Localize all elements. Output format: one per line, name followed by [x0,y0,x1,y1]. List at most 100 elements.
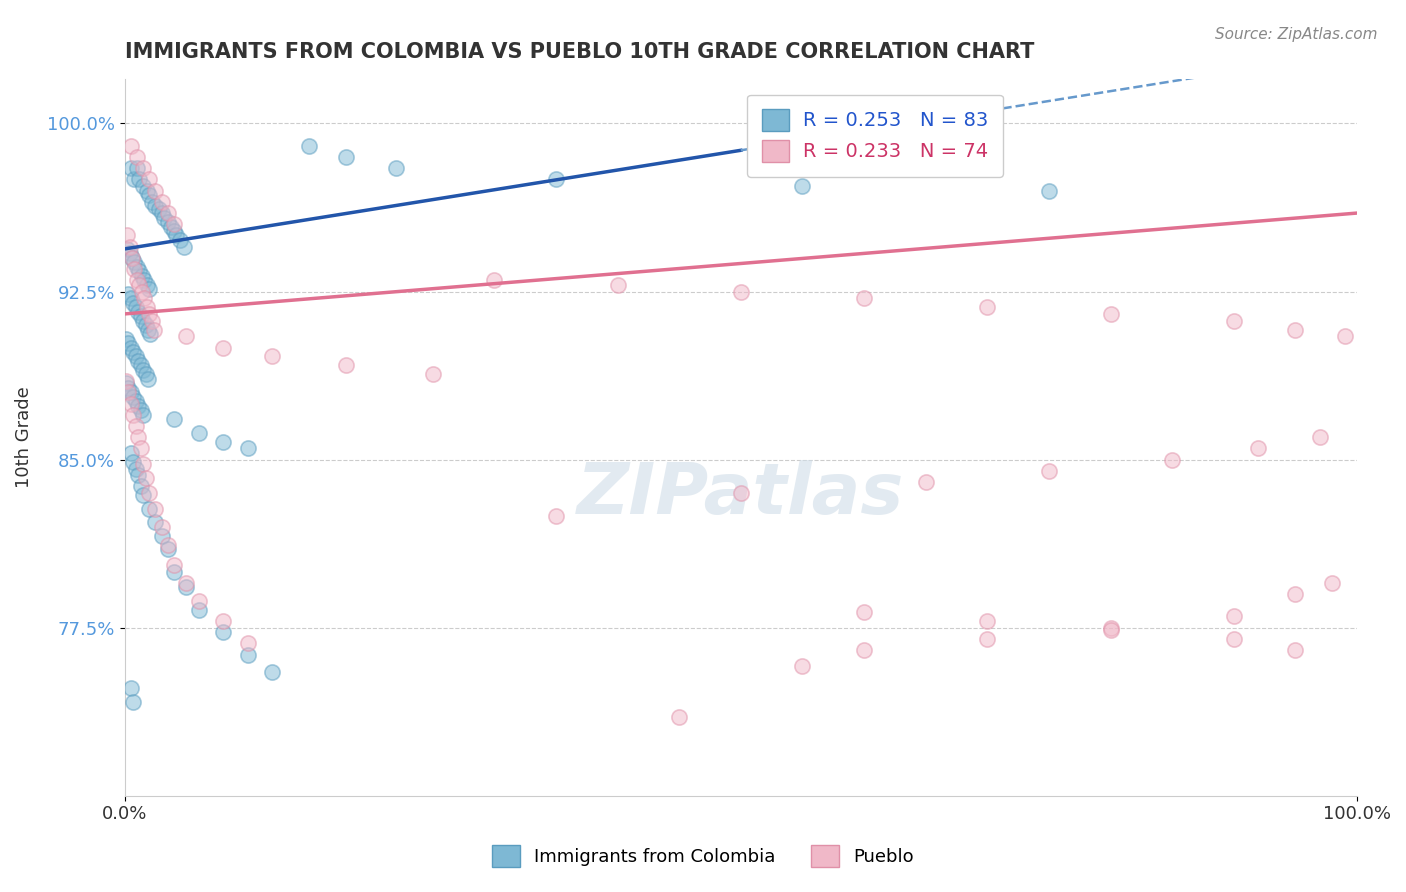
Point [150,206,173,220]
Point [976,614,998,628]
Point [150,529,173,543]
Point [132,363,155,377]
Point [125,394,148,409]
Point [127,304,149,318]
Point [132,457,155,471]
Point [132,313,155,327]
Point [484,273,506,287]
Point [1284,587,1306,601]
Point [128,264,150,278]
Point [150,194,173,209]
Point [118,246,141,260]
Point [129,309,152,323]
Point [169,233,191,247]
Point [156,538,179,552]
Point [174,329,197,343]
Point [212,434,235,449]
Point [163,217,186,231]
Point [138,502,160,516]
Point [853,605,876,619]
Point [792,179,814,194]
Point [135,368,157,382]
Point [122,295,145,310]
Text: Source: ZipAtlas.com: Source: ZipAtlas.com [1215,27,1378,42]
Point [135,300,157,314]
Point [117,385,139,400]
Point [1309,430,1331,444]
Y-axis label: 10th Grade: 10th Grade [15,386,32,488]
Point [335,150,357,164]
Point [120,681,142,696]
Legend: R = 0.253   N = 83, R = 0.233   N = 74: R = 0.253 N = 83, R = 0.233 N = 74 [747,95,1002,177]
Point [120,161,142,176]
Point [212,341,235,355]
Point [668,710,690,724]
Point [132,161,155,176]
Point [1222,609,1244,624]
Point [141,194,163,209]
Text: ZIPatlas: ZIPatlas [576,460,904,529]
Point [143,323,166,337]
Point [163,224,186,238]
Point [122,408,145,422]
Point [163,558,186,572]
Point [156,542,179,557]
Point [153,211,176,225]
Point [127,354,149,368]
Point [129,359,152,373]
Point [117,381,139,395]
Point [132,488,155,502]
Point [124,172,146,186]
Point [120,385,142,400]
Point [125,419,148,434]
Point [122,390,145,404]
Point [128,172,150,186]
Point [135,318,157,332]
Point [1099,307,1122,321]
Point [138,307,160,321]
Point [131,268,153,283]
Point [174,580,197,594]
Point [125,461,148,475]
Point [127,399,149,413]
Point [262,665,284,680]
Point [115,376,138,391]
Point [163,412,186,426]
Point [544,508,567,523]
Point [129,479,152,493]
Point [914,475,936,489]
Point [853,643,876,657]
Point [135,277,157,292]
Point [124,255,146,269]
Point [125,161,148,176]
Point [120,138,142,153]
Point [1284,643,1306,657]
Text: IMMIGRANTS FROM COLOMBIA VS PUEBLO 10TH GRADE CORRELATION CHART: IMMIGRANTS FROM COLOMBIA VS PUEBLO 10TH … [125,42,1033,62]
Point [150,520,173,534]
Point [138,188,160,202]
Point [1099,621,1122,635]
Point [138,172,160,186]
Point [236,442,259,456]
Point [117,286,139,301]
Point [128,277,150,292]
Point [160,219,183,234]
Point [125,260,148,274]
Point [124,262,146,277]
Point [165,228,187,243]
Point [976,300,998,314]
Point [853,291,876,305]
Point [1333,329,1355,343]
Point [148,202,170,216]
Point [262,350,284,364]
Point [174,575,197,590]
Point [298,138,321,153]
Point [115,242,138,256]
Point [135,184,157,198]
Point [120,291,142,305]
Legend: Immigrants from Colombia, Pueblo: Immigrants from Colombia, Pueblo [485,838,921,874]
Point [1099,623,1122,637]
Point [121,251,143,265]
Point [145,516,167,530]
Point [127,468,149,483]
